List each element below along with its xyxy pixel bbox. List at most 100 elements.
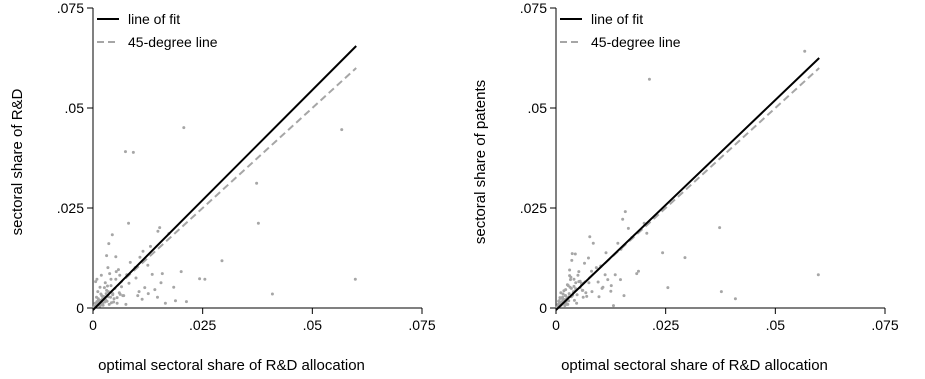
scatter-point [586,256,590,260]
scatter-point [116,268,120,272]
scatter-point [109,284,113,288]
x-tick-label: .05 [766,317,786,333]
scatter-point [621,217,625,221]
x-tick-label: 0 [552,317,560,333]
scatter-point [107,302,111,306]
scatter-point [606,278,610,282]
y-axis-title: sectoral share of R&D [9,88,26,235]
y-tick-label: .025 [57,200,84,216]
diagonal-line [92,67,357,309]
scatter-point [270,292,274,296]
scatter-point [562,289,566,293]
scatter-point [572,298,576,302]
scatter-chart-patents: 0 .025 .05 .075 0 .025 .05 .075 optimal sectoral… [472,0,899,374]
scatter-point [718,226,722,230]
x-tick-label: 0 [89,317,97,333]
scatter-point [561,292,565,296]
scatter-point [220,259,224,263]
scatter-point [584,291,588,295]
scatter-point [572,277,576,281]
scatter-point [803,49,807,53]
scatter-point [127,221,131,225]
scatter-point [128,260,132,264]
scatter-point [609,289,613,293]
scatter-point [138,255,142,259]
scatter-point [155,295,159,299]
scatter-point [719,290,723,294]
scatter-point [591,241,595,245]
scatter-point [99,292,103,296]
scatter-point [123,150,127,154]
scatter-point [564,294,568,298]
scatter-point [153,288,157,292]
scatter-point [567,292,571,296]
scatter-chart-rd: 0 .025 .05 .075 0 .025 .05 .075 optimal sectoral… [9,0,436,374]
scatter-point [635,272,639,276]
scatter-point [616,241,620,245]
x-tick-label: .05 [303,317,323,333]
scatter-point [570,252,574,256]
scatter-point [588,235,592,239]
scatter-point [112,297,116,301]
scatter-point [569,275,573,279]
scatter-point [618,278,622,282]
y-tick-label: 0 [76,300,84,316]
y-tick-label: .025 [520,200,547,216]
fit-line [555,57,820,311]
scatter-panel-rd: 0 .025 .05 .075 0 .025 .05 .075 optimal sectoral… [0,0,462,379]
scatter-point [158,226,162,230]
scatter-point [160,272,164,276]
scatter-point [661,251,665,255]
scatter-point [96,290,100,294]
scatter-point [131,150,135,154]
scatter-point [159,281,163,285]
scatter-point [581,295,585,299]
scatter-point [590,269,594,273]
scatter-point [255,181,259,185]
scatter-point [577,270,581,274]
scatter-point [146,292,150,296]
scatter-point [102,286,106,290]
scatter-point [626,226,630,230]
scatter-point [585,294,589,298]
scatter-point [622,294,626,298]
scatter-point [103,281,107,285]
scatter-point [578,279,582,283]
x-tick-label: .025 [652,317,679,333]
scatter-point [568,278,572,282]
scatter-point [340,128,344,132]
scatter-point [184,300,188,304]
x-axis-title: optimal sectoral share of R&D allocation [561,357,828,374]
x-tick-label: .025 [189,317,216,333]
scatter-point [604,251,608,255]
scatter-point [600,286,604,290]
y-tick-label: .05 [65,100,85,116]
scatter-point [609,284,613,288]
scatter-point [140,297,144,301]
scatter-point [150,272,154,276]
y-tick-label: .075 [57,0,84,16]
scatter-point [565,283,569,287]
scatter-point [118,273,122,277]
scatter-point [115,296,119,300]
scatter-point [597,295,601,299]
scatter-point [636,269,640,273]
scatter-point [124,302,128,306]
scatter-point [816,273,820,277]
scatter-panel-patents: 0 .025 .05 .075 0 .025 .05 .075 optimal sectoral… [463,0,925,379]
scatter-point [645,231,649,235]
scatter-point [647,77,651,81]
scatter-point [590,290,594,294]
scatter-point [99,273,103,277]
scatter-point [105,254,109,258]
scatter-point [104,292,108,296]
scatter-point [603,273,607,277]
scatter-point [733,297,737,301]
scatter-point [109,277,113,281]
scatter-point [574,281,578,285]
scatter-point [107,242,111,246]
scatter-point [163,301,167,305]
scatter-point [567,299,571,303]
scatter-point [134,276,138,280]
scatter-point [558,296,562,300]
